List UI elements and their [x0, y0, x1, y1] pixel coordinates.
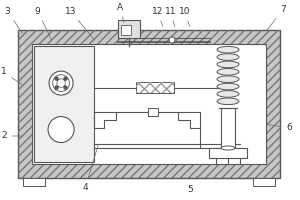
Bar	[23, 178, 45, 186]
Text: 11: 11	[165, 6, 176, 26]
Ellipse shape	[217, 91, 239, 97]
Text: 9: 9	[35, 6, 51, 39]
Ellipse shape	[217, 61, 239, 68]
Circle shape	[55, 77, 58, 80]
Text: A: A	[117, 2, 124, 22]
Ellipse shape	[217, 68, 239, 75]
Bar	[136, 82, 174, 93]
Ellipse shape	[217, 54, 239, 60]
Text: 7: 7	[267, 4, 286, 30]
Bar	[121, 25, 131, 35]
Bar	[136, 82, 174, 93]
Bar	[118, 20, 140, 38]
Bar	[18, 30, 280, 178]
Circle shape	[169, 37, 175, 43]
Ellipse shape	[217, 76, 239, 83]
Bar	[32, 44, 266, 164]
Ellipse shape	[217, 98, 239, 105]
Bar	[34, 46, 94, 162]
Circle shape	[64, 77, 67, 80]
Bar	[209, 148, 247, 158]
Bar	[221, 108, 235, 148]
Bar	[253, 178, 275, 186]
Bar	[148, 108, 158, 116]
Ellipse shape	[221, 146, 235, 150]
Bar	[32, 44, 266, 164]
Text: 4: 4	[83, 145, 98, 192]
Ellipse shape	[217, 83, 239, 90]
Text: 5: 5	[188, 176, 197, 194]
Text: 10: 10	[179, 6, 190, 26]
Text: 1: 1	[1, 68, 22, 84]
Text: 6: 6	[267, 123, 292, 132]
Text: 3: 3	[5, 6, 22, 34]
Text: 2: 2	[1, 132, 21, 140]
Circle shape	[49, 71, 73, 95]
Circle shape	[55, 86, 58, 89]
Text: 13: 13	[65, 6, 94, 40]
Circle shape	[48, 117, 74, 143]
Bar	[18, 30, 280, 178]
Text: 12: 12	[152, 6, 163, 26]
Ellipse shape	[217, 46, 239, 53]
Circle shape	[64, 86, 67, 89]
